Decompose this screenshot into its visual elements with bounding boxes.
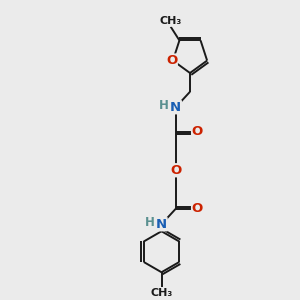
Text: CH₃: CH₃	[150, 288, 172, 298]
Text: O: O	[170, 164, 182, 177]
Text: H: H	[145, 216, 155, 229]
Text: N: N	[156, 218, 167, 231]
Text: O: O	[166, 54, 177, 67]
Text: CH₃: CH₃	[159, 16, 181, 26]
Text: O: O	[192, 125, 203, 138]
Text: N: N	[170, 101, 181, 114]
Text: O: O	[192, 202, 203, 215]
Text: H: H	[159, 99, 169, 112]
